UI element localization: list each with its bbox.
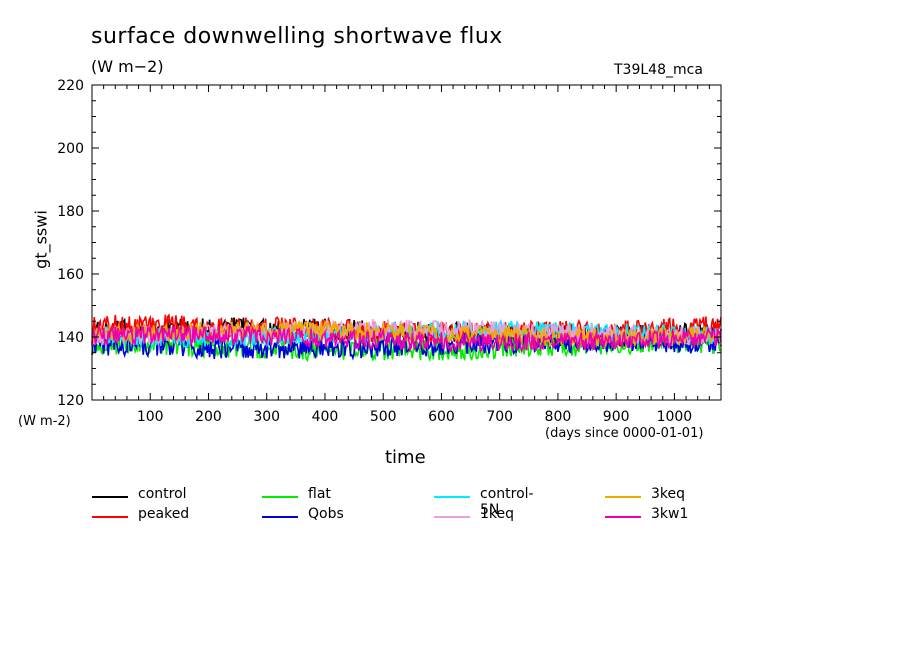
legend-swatch (92, 496, 128, 498)
x-tick-label: 1000 (657, 409, 693, 425)
x-tick-label: 500 (370, 409, 397, 425)
x-tick-label: 900 (603, 409, 630, 425)
series-line-3kw1 (91, 323, 722, 355)
x-axis-label: time (385, 447, 426, 468)
y-axis-unit: (W m-2) (18, 414, 71, 429)
legend-swatch (434, 516, 470, 518)
y-tick-label: 120 (57, 393, 84, 409)
chart-units: (W m−2) (91, 57, 164, 76)
legend-label: control (138, 486, 187, 502)
x-tick-label: 200 (195, 409, 222, 425)
legend-swatch (92, 516, 128, 518)
x-tick-label: 800 (545, 409, 572, 425)
legend-swatch (262, 496, 298, 498)
chart-title: surface downwelling shortwave flux (91, 24, 503, 49)
legend-swatch (262, 516, 298, 518)
legend-label: 1keq (480, 506, 515, 522)
legend-swatch (605, 516, 641, 518)
y-tick-label: 160 (57, 267, 84, 283)
legend-label: control-5N (480, 486, 534, 518)
legend-label: 3keq (651, 486, 686, 502)
y-tick-label: 180 (57, 204, 84, 220)
x-axis-unit: (days since 0000-01-01) (545, 426, 704, 441)
x-tick-label: 400 (312, 409, 339, 425)
run-label: T39L48_mca (614, 62, 703, 78)
x-tick-label: 700 (486, 409, 513, 425)
legend-label: peaked (138, 506, 190, 522)
y-tick-label: 220 (57, 78, 84, 94)
legend-label: Qobs (308, 506, 344, 522)
legend-label: 3kw1 (651, 506, 689, 522)
legend-label: flat (308, 486, 331, 502)
legend-swatch (605, 496, 641, 498)
y-tick-label: 140 (57, 330, 84, 346)
x-tick-label: 600 (428, 409, 455, 425)
y-tick-label: 200 (57, 141, 84, 157)
x-tick-label: 300 (253, 409, 280, 425)
series-line-1keq (91, 318, 722, 347)
x-tick-label: 100 (137, 409, 164, 425)
legend-swatch (434, 496, 470, 498)
plot-frame (91, 84, 722, 401)
